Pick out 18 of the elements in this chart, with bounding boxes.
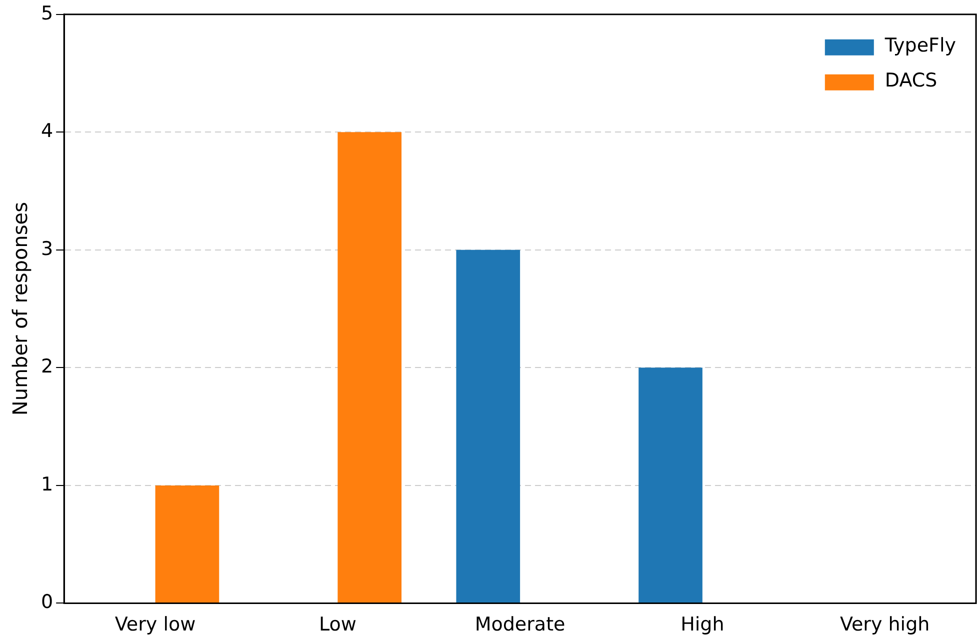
bar (155, 485, 220, 603)
y-tick-label: 1 (40, 473, 54, 496)
x-tick-label: Very high (840, 614, 930, 636)
y-tick-label: 0 (40, 591, 54, 614)
legend-label: DACS (884, 69, 938, 92)
bar (456, 250, 520, 603)
bar (638, 368, 702, 603)
x-tick-label: High (680, 614, 724, 636)
x-tick-label: Very low (114, 614, 196, 636)
y-tick-label: 4 (40, 120, 54, 142)
bar (338, 132, 402, 603)
y-tick-label: 2 (40, 356, 54, 378)
legend-label: TypeFly (884, 34, 956, 56)
y-tick-label: 5 (40, 2, 54, 24)
x-tick-label: Low (318, 614, 356, 636)
y-axis-title: Number of responses (8, 202, 32, 416)
x-tick-label: Moderate (474, 614, 566, 636)
y-tick-label: 3 (40, 238, 54, 260)
